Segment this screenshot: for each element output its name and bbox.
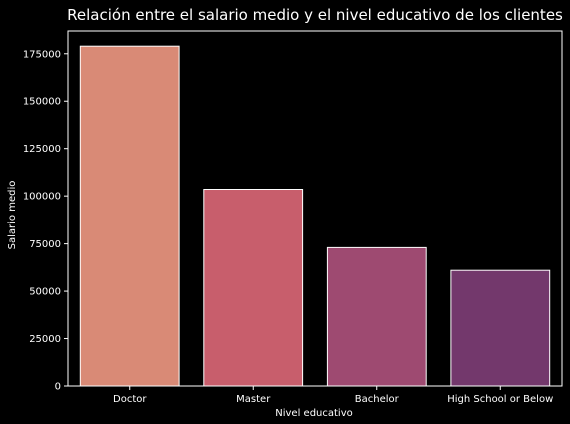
y-tick-label: 25000 (29, 334, 61, 345)
y-tick-label: 125000 (23, 144, 61, 155)
plot-frame (67, 30, 563, 387)
y-tick-label: 150000 (23, 97, 61, 108)
bars-group (79, 45, 551, 387)
y-tick-label: 50000 (29, 287, 61, 298)
x-tick-label: Bachelor (355, 394, 400, 405)
y-tick-label: 0 (55, 382, 61, 393)
x-tick-label: Doctor (113, 394, 147, 405)
chart-title: Relación entre el salario medio y el niv… (67, 6, 563, 24)
bar-high-school-or-below (450, 269, 551, 387)
y-tick-label: 100000 (23, 192, 61, 203)
y-tick-label: 175000 (23, 49, 61, 60)
axes-frame (67, 30, 563, 387)
x-axis-label: Nivel educativo (275, 408, 353, 419)
x-tick-label: High School or Below (447, 394, 553, 405)
bar-doctor (79, 45, 180, 387)
y-axis-ticks: 0 25000 50000 75000 100000 125000 150000 175000 (23, 49, 68, 393)
y-tick-label: 75000 (29, 239, 61, 250)
x-axis-ticks: Doctor Master Bachelor High School or Below (113, 386, 553, 405)
bar-master (203, 189, 304, 387)
x-tick-label: Master (236, 394, 271, 405)
bar-bachelor (326, 246, 427, 387)
y-axis-label: Salario medio (7, 181, 18, 250)
